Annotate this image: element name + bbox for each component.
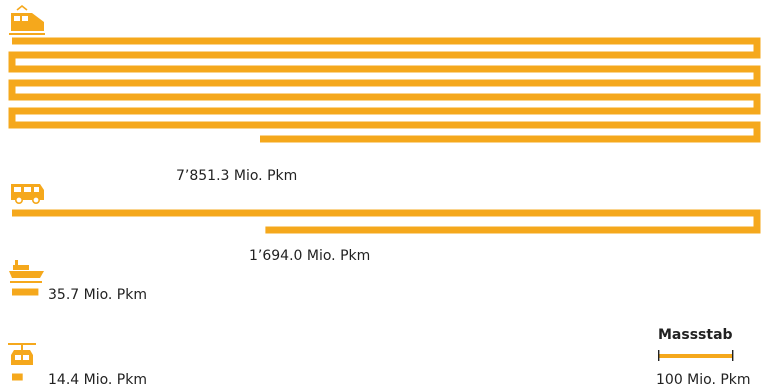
scale-label: 100 Mio. Pkm bbox=[656, 372, 751, 388]
scale-tick-left bbox=[658, 350, 660, 361]
bar-bus bbox=[12, 209, 761, 234]
bar-train bbox=[8, 37, 761, 143]
scale-legend: Massstab 100 Mio. Pkm bbox=[656, 327, 751, 388]
value-label-train: 7’851.3 Mio. Pkm bbox=[176, 168, 297, 184]
value-label-cableway: 14.4 Mio. Pkm bbox=[48, 372, 147, 388]
train-icon bbox=[9, 4, 45, 35]
scale-title: Massstab bbox=[658, 327, 733, 343]
value-label-bus: 1’694.0 Mio. Pkm bbox=[249, 248, 370, 264]
value-label-ship: 35.7 Mio. Pkm bbox=[48, 287, 147, 303]
cable-car-icon bbox=[8, 343, 36, 365]
ship-icon bbox=[9, 260, 44, 283]
scale-tick-right bbox=[732, 350, 734, 361]
bus-icon bbox=[11, 184, 44, 205]
scale-bar bbox=[659, 354, 733, 358]
